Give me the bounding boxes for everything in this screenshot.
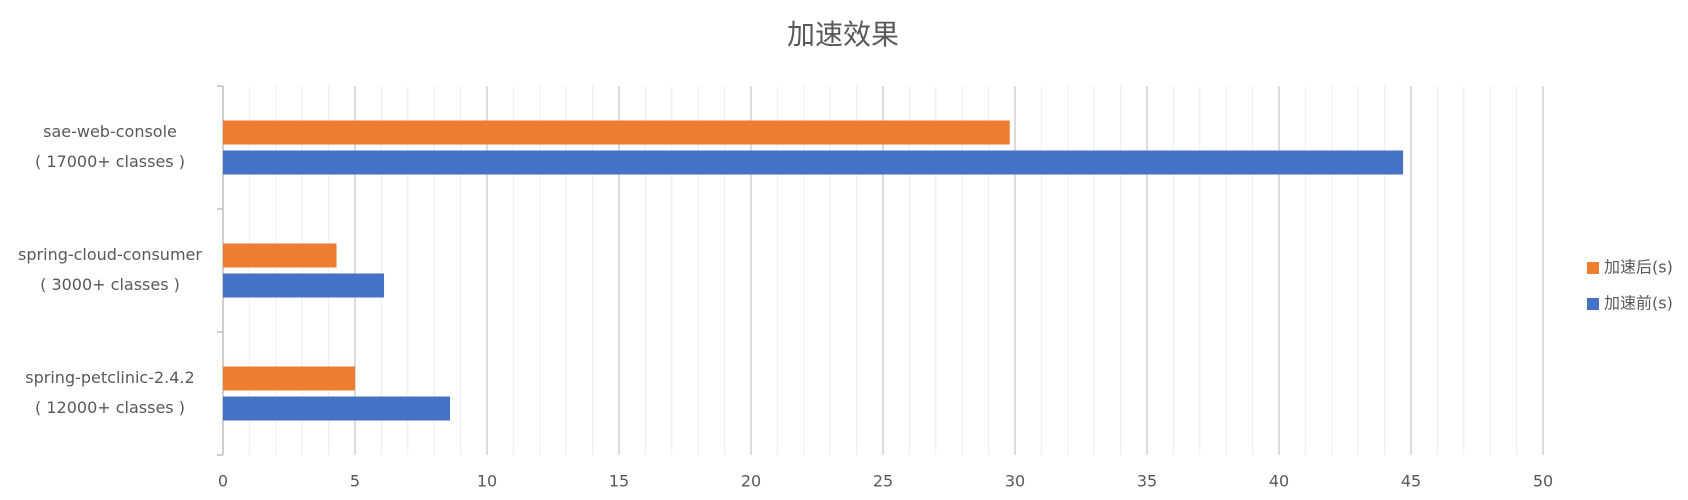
x-tick-label: 45 [1401, 472, 1421, 491]
bar [223, 396, 451, 421]
bar [223, 366, 355, 391]
x-tick-label: 20 [741, 472, 761, 491]
bar [223, 120, 1010, 145]
x-tick-label: 40 [1269, 472, 1289, 491]
x-tick-label: 30 [1005, 472, 1025, 491]
x-tick-label: 15 [609, 472, 629, 491]
bar [223, 273, 385, 298]
y-tick-label: spring-cloud-consumer [18, 245, 202, 264]
legend-label: 加速后(s) [1604, 258, 1673, 277]
x-tick-label: 35 [1137, 472, 1157, 491]
y-tick-label: ( 3000+ classes ) [40, 275, 180, 294]
legend-label: 加速前(s) [1604, 294, 1673, 313]
bar [223, 150, 1404, 175]
y-tick-label: spring-petclinic-2.4.2 [25, 368, 194, 387]
bar [223, 243, 337, 268]
y-tick-label: ( 17000+ classes ) [35, 152, 185, 171]
legend-swatch [1587, 262, 1599, 274]
y-tick-label: sae-web-console [43, 122, 177, 141]
y-tick-label: ( 12000+ classes ) [35, 398, 185, 417]
legend-swatch [1587, 298, 1599, 310]
x-tick-label: 25 [873, 472, 893, 491]
chart-title: 加速效果 [787, 18, 899, 51]
x-tick-label: 5 [350, 472, 360, 491]
x-tick-label: 50 [1533, 472, 1553, 491]
x-tick-label: 0 [218, 472, 228, 491]
x-tick-label: 10 [477, 472, 497, 491]
